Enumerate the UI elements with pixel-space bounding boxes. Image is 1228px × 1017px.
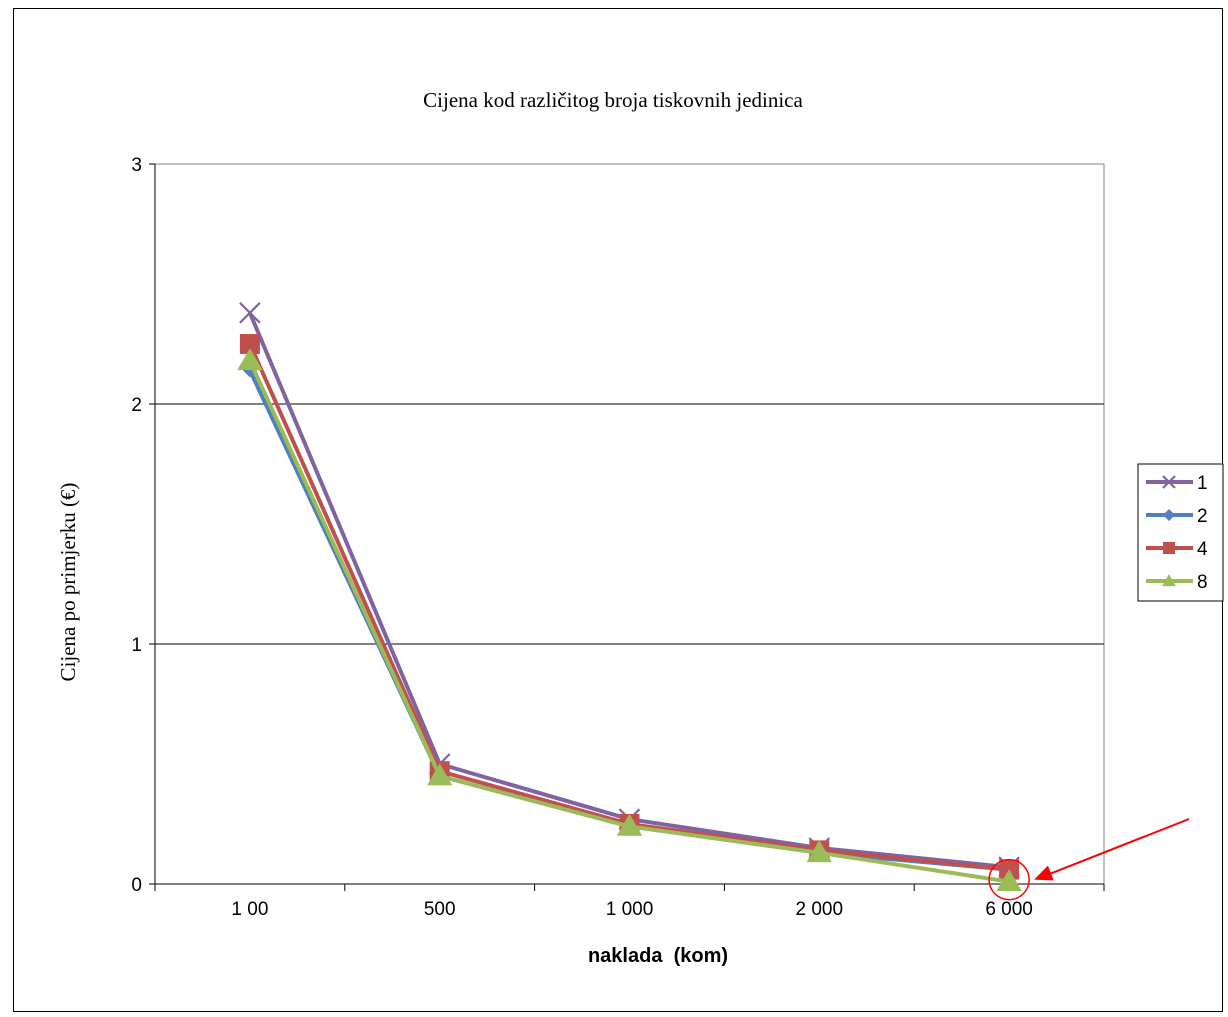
y-tick-label: 1 (131, 635, 142, 656)
legend-label: 1 (1197, 473, 1208, 494)
x-tick-label: 2 000 (796, 899, 844, 920)
annotation-arrowhead (1034, 865, 1054, 881)
data-point-triangle-marker (806, 840, 832, 863)
data-point-x-marker (1162, 475, 1176, 489)
annotation-circle (988, 858, 1030, 901)
gridlines (154, 163, 1105, 885)
chart-frame (13, 8, 1223, 1012)
series-lines (237, 302, 1022, 891)
annotation-arrow-line (1047, 818, 1190, 876)
x-axis-label: naklada (kom) (588, 945, 728, 967)
data-point-triangle-marker (427, 763, 453, 786)
series-line (248, 359, 1010, 884)
annotation (988, 818, 1190, 901)
legend-entry: 8 (1146, 572, 1208, 593)
legend-label: 2 (1197, 506, 1208, 527)
series-4 (239, 334, 1020, 880)
x-tick-label: 1 000 (606, 899, 654, 920)
y-axis-label: Cijena po primjerku (€) (56, 483, 80, 682)
x-tick-label: 1 00 (231, 899, 268, 920)
axes: 0 1 2 3 1 00 500 1 000 2 000 6 000 (131, 155, 1105, 920)
data-point-triangle-marker (237, 348, 263, 371)
series-line (248, 369, 1010, 872)
data-point-triangle-marker (996, 868, 1022, 891)
series-8 (237, 348, 1022, 891)
data-point-square-marker (1163, 542, 1175, 554)
series-2 (242, 363, 1017, 877)
x-tick-label: 6 000 (985, 899, 1033, 920)
y-tick-label: 0 (131, 875, 142, 896)
x-tick-label: 500 (424, 899, 456, 920)
y-tick-label: 2 (131, 395, 142, 416)
legend-label: 4 (1197, 539, 1208, 560)
legend: 1 2 4 8 (1137, 463, 1224, 602)
series-line (248, 312, 1010, 870)
data-point-square-marker (239, 334, 260, 354)
data-point-triangle-marker (616, 813, 643, 836)
legend-box (1137, 463, 1224, 602)
legend-label: 8 (1197, 572, 1208, 593)
legend-entry: 1 (1146, 473, 1208, 494)
data-point-diamond-marker (1163, 509, 1175, 521)
legend-entry: 4 (1146, 539, 1208, 560)
chart-title: Cijena kod različitog broja tiskovnih je… (423, 88, 803, 112)
y-tick-label: 3 (131, 155, 142, 176)
data-point-triangle-marker (1162, 574, 1176, 587)
data-point-x-marker (239, 302, 261, 324)
plot-area (154, 163, 1105, 885)
legend-entry: 2 (1146, 506, 1208, 527)
